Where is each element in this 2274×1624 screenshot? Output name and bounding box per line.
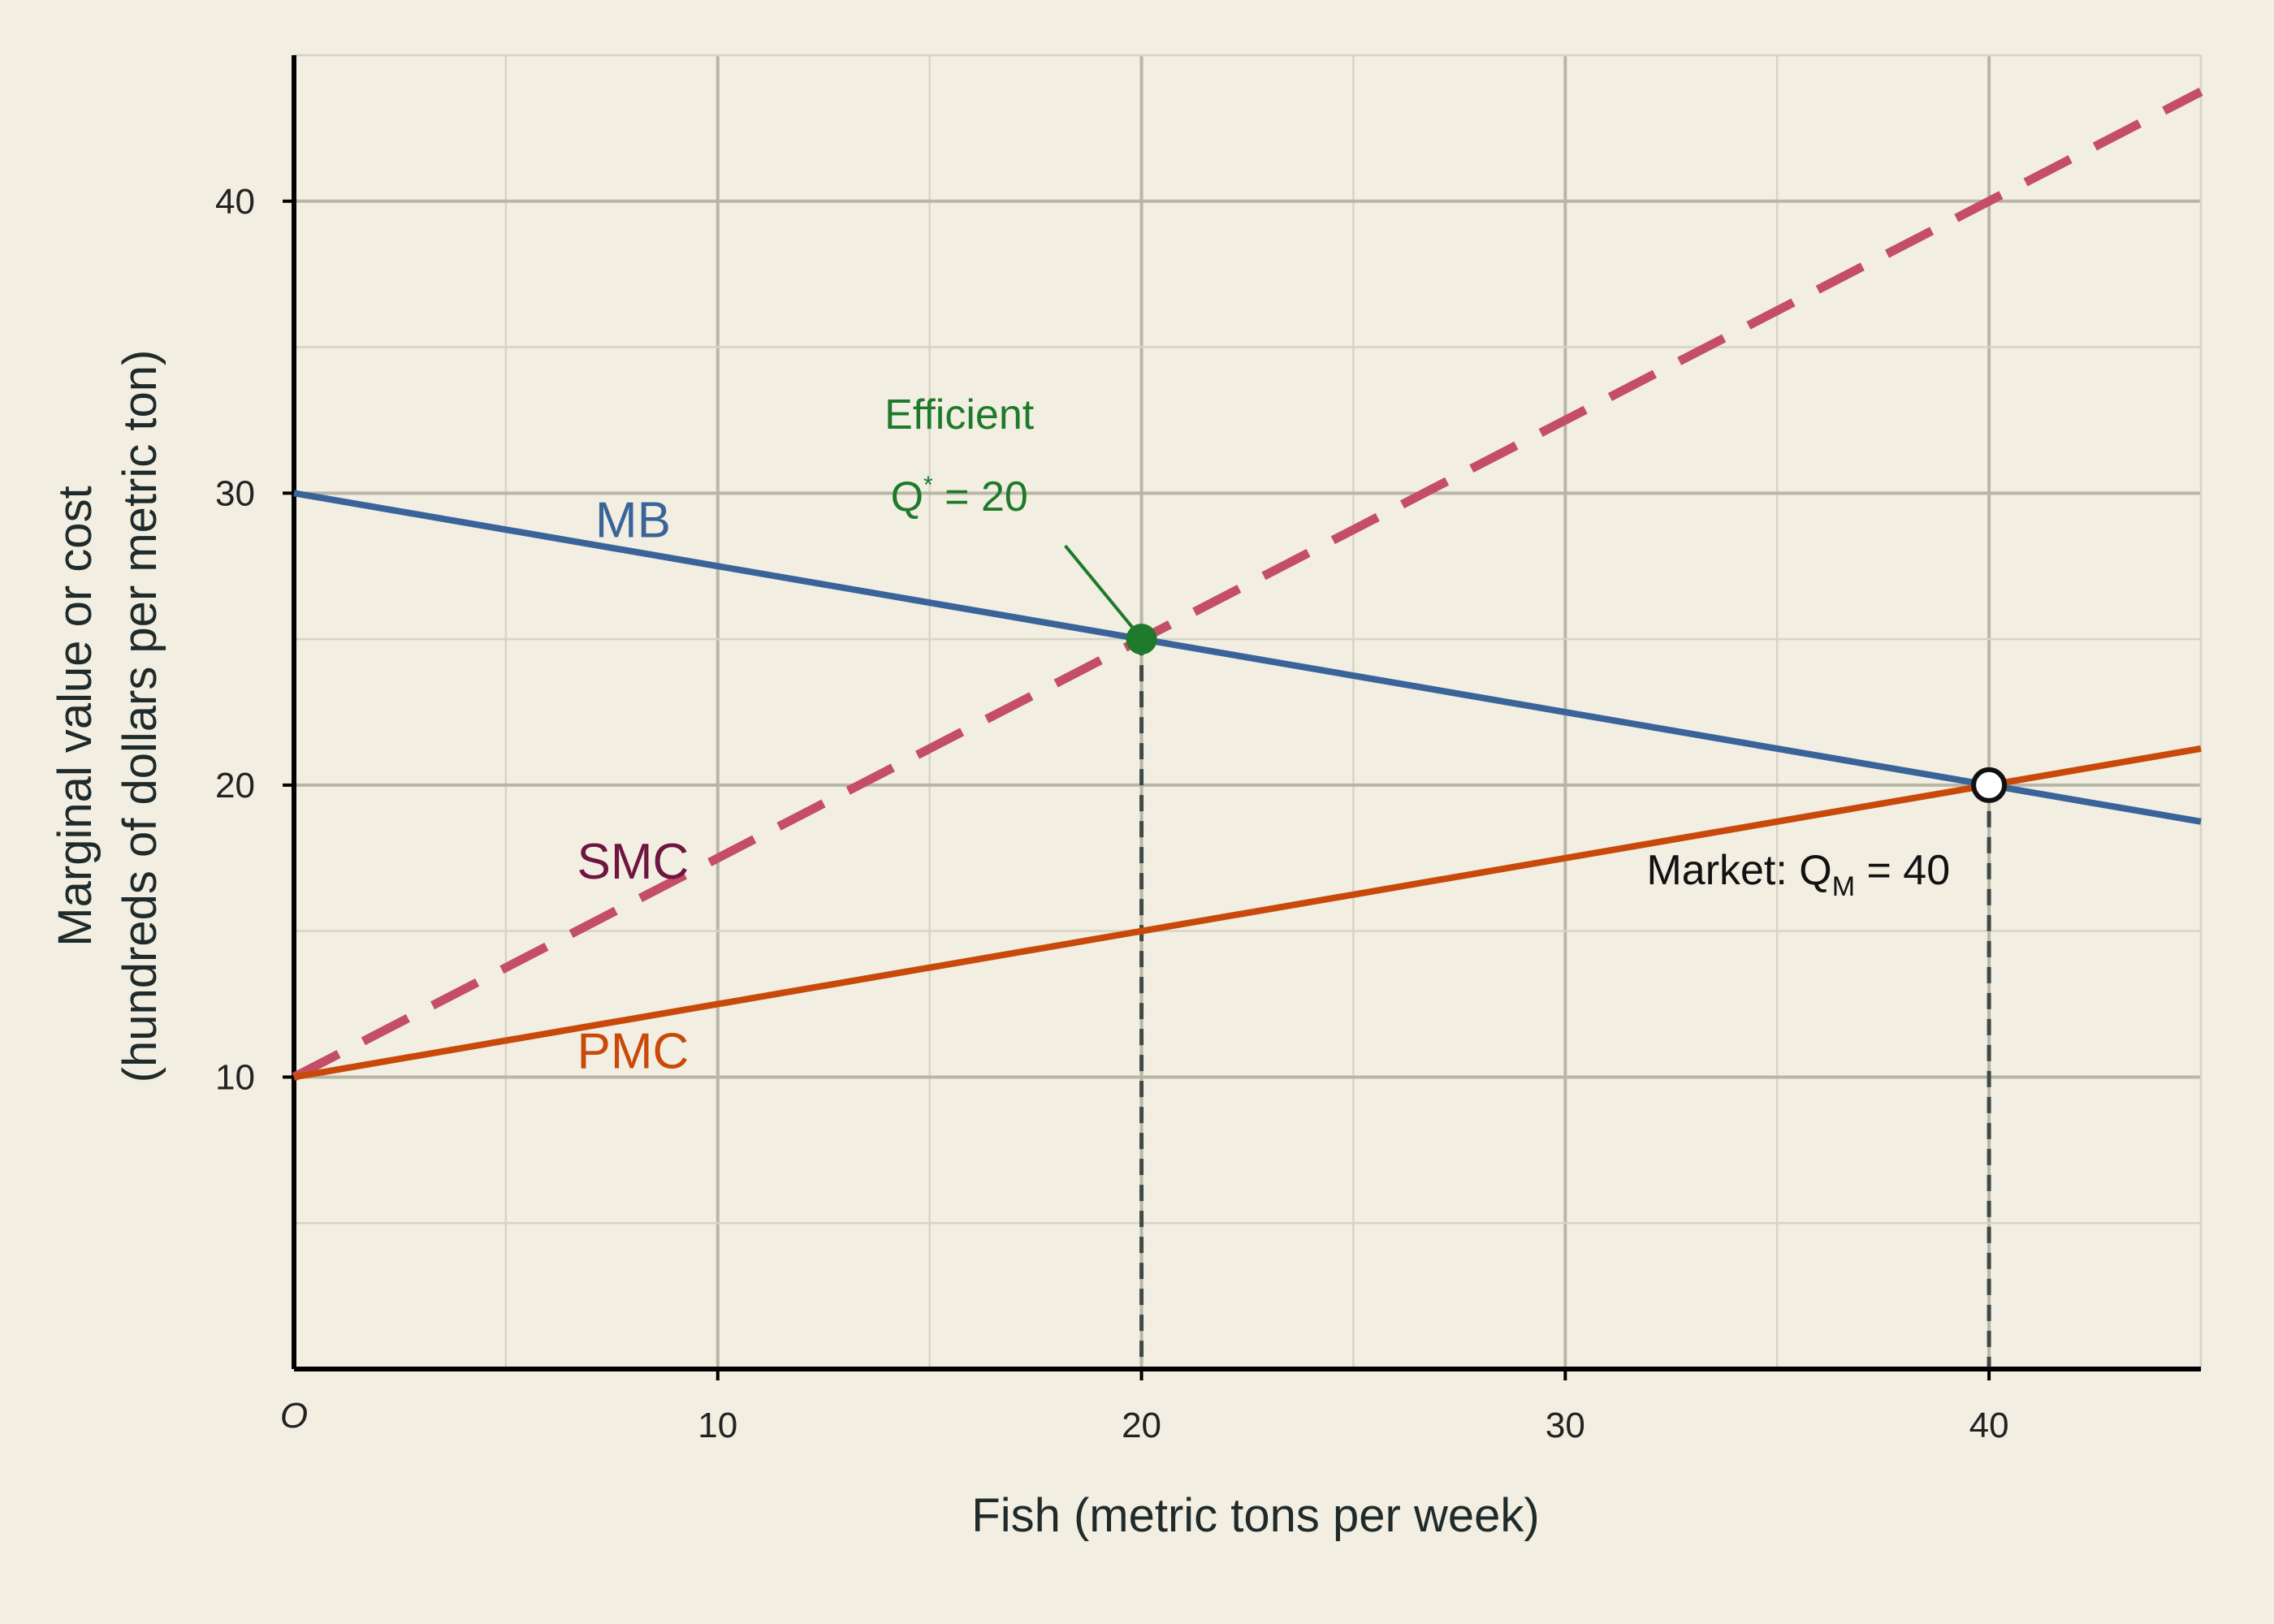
series-label-pmc: PMC — [577, 1024, 690, 1080]
efficient-q-superscript: * — [923, 472, 933, 499]
y-tick-label: 30 — [215, 473, 255, 513]
series-line-mb — [293, 490, 2202, 825]
x-axis-title: Fish (metric tons per week) — [971, 1489, 1539, 1542]
x-tick-label: 20 — [1122, 1406, 1161, 1445]
efficient-annotation-quantity: Q* = 20 — [891, 472, 1028, 520]
annotations: Efficient Q* = 20 Market: QM = 40 — [884, 391, 1950, 902]
series-label-smc: SMC — [577, 834, 690, 890]
x-tick-label: 10 — [698, 1406, 737, 1445]
market-annotation: Market: QM = 40 — [1646, 847, 1950, 902]
y-tick-label: 20 — [215, 766, 255, 806]
x-tick-label: 30 — [1546, 1406, 1585, 1445]
series: MB SMC PMC — [292, 88, 2203, 1082]
y-axis-title-line-2: (hundreds of dollars per metric ton) — [114, 350, 166, 1083]
series-line-pmc — [293, 745, 2202, 1081]
points — [1126, 624, 2008, 803]
efficient-annotation-title: Efficient — [884, 391, 1035, 438]
y-axis-title-line-1: Marginal value or cost — [49, 486, 102, 946]
efficient-annotation-arrow — [1064, 544, 1139, 635]
point-market — [1971, 767, 2008, 803]
point-efficient — [1126, 624, 1157, 655]
market-q-value: = 40 — [1855, 847, 1950, 894]
efficient-q: Q — [891, 473, 923, 520]
series-label-mb: MB — [595, 492, 671, 548]
x-tick-label: 40 — [1969, 1406, 2009, 1445]
origin-label: O — [280, 1396, 308, 1436]
y-tick-label: 10 — [215, 1057, 255, 1097]
efficient-q-value: = 20 — [933, 473, 1028, 520]
market-prefix: Market: Q — [1646, 847, 1831, 894]
y-tick-label: 40 — [215, 182, 255, 222]
ticks: 10 20 30 40 10 20 30 40 — [215, 182, 2009, 1445]
series-line-smc — [292, 88, 2203, 1082]
market-q-subscript: M — [1832, 871, 1855, 902]
grid — [294, 54, 2203, 1369]
axes — [292, 55, 2201, 1371]
drop-lines — [1139, 639, 1991, 1369]
